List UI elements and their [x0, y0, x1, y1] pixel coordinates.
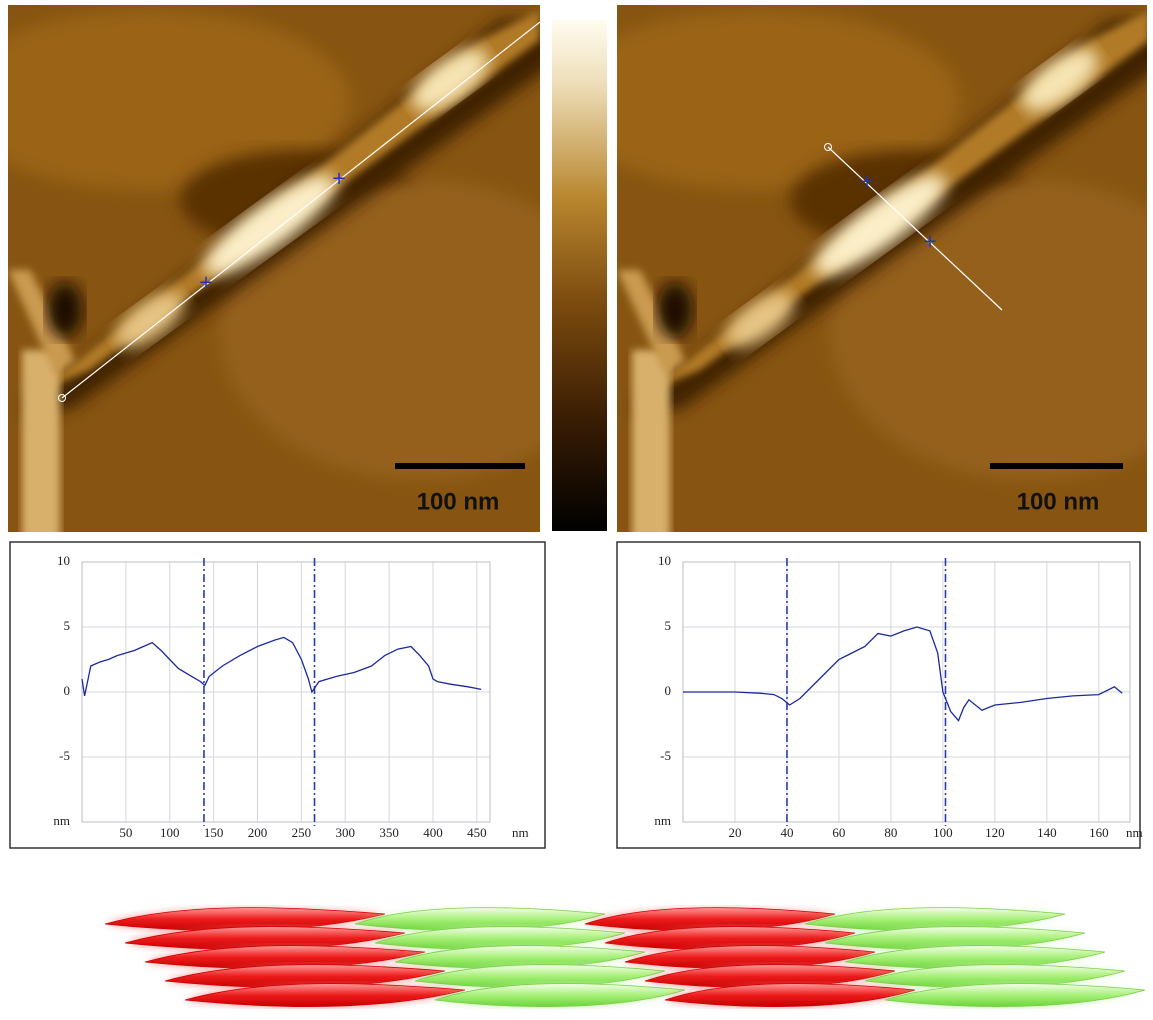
- x-tick-label: 60: [832, 825, 845, 840]
- x-tick-label: 250: [292, 825, 312, 840]
- profile-line: [81, 636, 482, 697]
- x-tick-label: 100: [933, 825, 953, 840]
- y-tick-label: 10: [658, 553, 671, 568]
- x-axis-label: nm: [1126, 825, 1143, 840]
- x-tick-label: 80: [884, 825, 897, 840]
- x-tick-label: 40: [780, 825, 793, 840]
- x-tick-label: 400: [423, 825, 443, 840]
- scale-bar-label: 100 nm: [1017, 488, 1100, 515]
- x-tick-label: 160: [1089, 825, 1109, 840]
- y-tick-label: 0: [64, 683, 71, 698]
- svg-text:+: +: [922, 231, 937, 252]
- plot-border: [81, 561, 491, 823]
- y-tick-label: 5: [64, 618, 71, 633]
- y-axis-label: nm: [53, 813, 70, 828]
- x-tick-label: 50: [119, 825, 132, 840]
- x-tick-label: 20: [728, 825, 741, 840]
- ribbon: [664, 983, 916, 1007]
- x-tick-label: 450: [467, 825, 487, 840]
- x-tick-label: 140: [1037, 825, 1057, 840]
- x-tick-label: 300: [335, 825, 355, 840]
- afm-image: + + 100 nm: [617, 5, 1147, 532]
- profile-line: [683, 626, 1123, 722]
- chart-frame: [616, 541, 1141, 849]
- x-tick-label: 350: [379, 825, 399, 840]
- scale-bar-label: 100 nm: [417, 488, 500, 515]
- y-tick-label: -5: [59, 748, 70, 763]
- x-axis-label: nm: [512, 825, 529, 840]
- chart-frame: [9, 541, 546, 849]
- ribbon: [184, 983, 466, 1007]
- y-tick-label: 0: [665, 683, 672, 698]
- y-tick-label: -5: [660, 748, 671, 763]
- color-bar: [552, 20, 607, 531]
- x-tick-label: 150: [204, 825, 224, 840]
- y-tick-label: 5: [665, 618, 672, 633]
- ribbon: [884, 983, 1146, 1007]
- ribbon: [434, 983, 686, 1007]
- svg-text:+: +: [331, 168, 346, 189]
- afm-image: + + 100 nm: [8, 5, 540, 532]
- x-tick-label: 200: [248, 825, 268, 840]
- y-axis-label: nm: [654, 813, 671, 828]
- svg-text:+: +: [198, 272, 213, 293]
- svg-text:+: +: [859, 171, 874, 192]
- x-tick-label: 100: [160, 825, 180, 840]
- fibril-schematic: [104, 907, 1146, 1007]
- x-tick-label: 120: [985, 825, 1005, 840]
- y-tick-label: 10: [57, 553, 70, 568]
- charts: -5 0 5 10 50 100 150 200 250 300 350 400 450 nm nm -5 0 5…: [53, 553, 1142, 840]
